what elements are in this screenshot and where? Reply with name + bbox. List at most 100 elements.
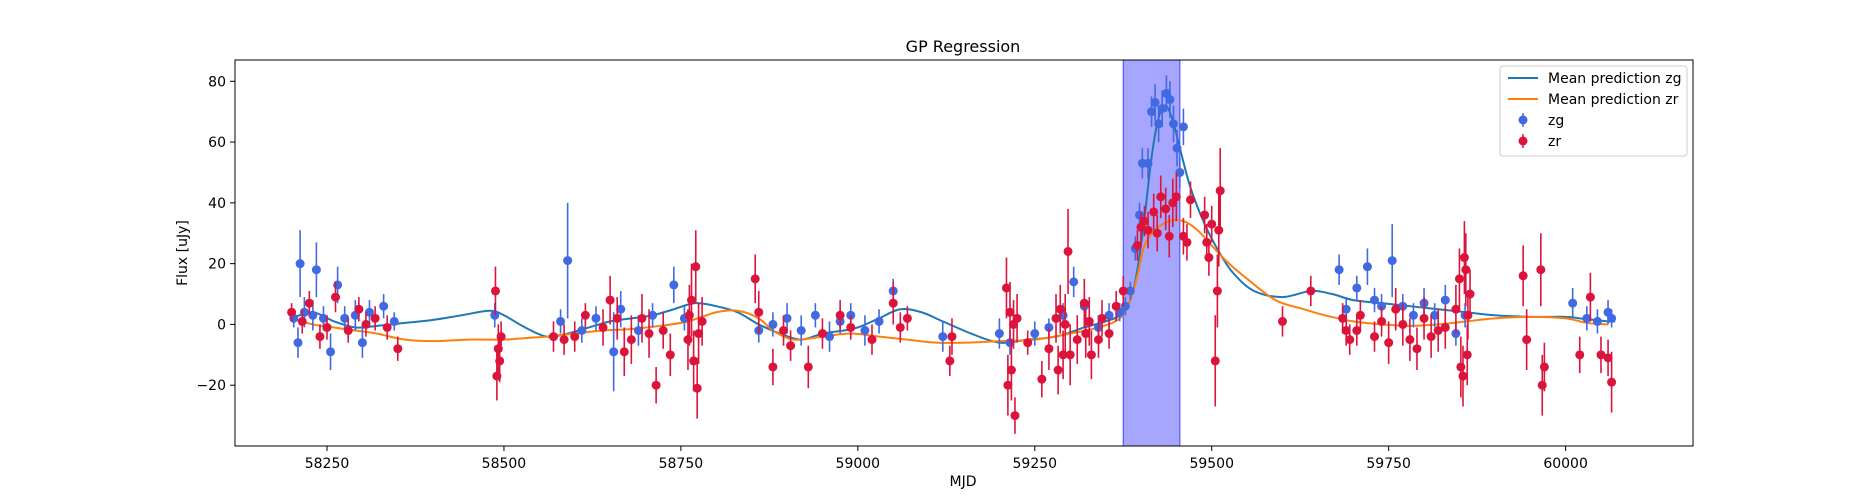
zg-point [994, 318, 1004, 349]
zr-marker [1156, 192, 1166, 202]
zr-point [1010, 397, 1020, 434]
zg-point [825, 321, 835, 352]
zg-point [1030, 321, 1040, 346]
zr-marker [1522, 335, 1532, 345]
zg-marker [1352, 283, 1362, 293]
zg-marker [1165, 95, 1175, 105]
zr-marker [1152, 228, 1162, 238]
y-tick-label: 0 [217, 317, 226, 333]
zr-point [665, 333, 675, 377]
zr-marker [1204, 253, 1214, 263]
zg-marker [379, 301, 389, 311]
zg-point [1069, 266, 1079, 298]
zr-marker [1345, 335, 1355, 345]
zr-point [689, 330, 699, 392]
zr-point [361, 312, 371, 337]
zg-point [1143, 148, 1153, 179]
zr-marker [605, 295, 615, 305]
zr-marker [1458, 371, 1468, 381]
zr-point [803, 345, 813, 389]
legend: Mean prediction zg Mean prediction zr zg… [1499, 65, 1688, 157]
y-axis-label: Flux [uJy] [175, 220, 191, 286]
zr-marker [570, 332, 580, 342]
legend-zg-marker [1518, 113, 1528, 127]
zr-point [1575, 336, 1585, 374]
zg-marker [1172, 143, 1182, 153]
zr-marker [888, 298, 898, 308]
zr-point [754, 290, 764, 334]
zr-point [619, 327, 629, 377]
zr-marker [1161, 204, 1171, 214]
zg-marker [1175, 167, 1185, 177]
zr-point [651, 366, 661, 404]
zr-point [393, 336, 403, 361]
zr-marker [1053, 365, 1063, 375]
zr-marker [297, 316, 307, 326]
zr-point [1093, 321, 1103, 358]
x-tick-label: 60000 [1543, 456, 1588, 472]
zr-marker [768, 362, 778, 372]
zr-marker [1585, 292, 1595, 302]
zr-marker [1171, 192, 1181, 202]
zr-point [1596, 336, 1606, 374]
zr-marker [559, 335, 569, 345]
zr-marker [1081, 329, 1091, 339]
zr-point [1391, 287, 1401, 331]
zr-marker [683, 335, 693, 345]
zr-marker [750, 274, 760, 284]
zr-marker [370, 313, 380, 323]
zr-point [1097, 300, 1107, 337]
zr-point [331, 281, 341, 313]
zr-marker [947, 332, 957, 342]
zg-marker [308, 310, 318, 320]
zr-point [1164, 215, 1174, 258]
zg-point [1178, 108, 1188, 146]
zr-marker [1097, 313, 1107, 323]
zg-point [1370, 287, 1380, 313]
zr-marker [1456, 362, 1466, 372]
zr-point [687, 263, 697, 337]
zr-point [1465, 269, 1475, 319]
zr-point [1419, 297, 1429, 340]
zr-point [786, 330, 796, 361]
zr-marker [1603, 353, 1613, 363]
zr-point [1132, 230, 1142, 261]
zg-point [1157, 90, 1167, 127]
x-tick-label: 58500 [482, 456, 527, 472]
zr-point [1585, 272, 1595, 322]
zr-marker [1607, 377, 1617, 387]
zr-marker [1355, 310, 1365, 320]
chart-title: GP Regression [906, 37, 1021, 56]
zr-marker [1065, 350, 1075, 360]
zr-point [658, 312, 668, 349]
zg-point [1165, 81, 1175, 118]
zr-marker [1462, 350, 1472, 360]
zr-point [1001, 257, 1011, 319]
zr-point [1044, 327, 1054, 371]
zr-point [1345, 324, 1355, 355]
zg-marker [1568, 298, 1578, 308]
zr-point [691, 230, 701, 304]
zg-marker [340, 313, 350, 323]
x-tick-label: 59750 [1366, 456, 1411, 472]
zr-point [1355, 300, 1365, 331]
zr-point [1215, 148, 1225, 234]
zg-marker [1157, 104, 1167, 114]
zr-marker [1005, 307, 1015, 317]
zg-point [810, 303, 820, 328]
zr-point [1440, 306, 1450, 349]
x-tick-label: 59250 [1013, 456, 1058, 472]
x-tick-label: 58750 [659, 456, 704, 472]
zg-marker [938, 332, 948, 342]
zg-point [1150, 84, 1160, 121]
zg-marker [1362, 262, 1372, 272]
zr-point [1060, 294, 1070, 355]
zr-marker [1063, 246, 1073, 256]
zg-point [796, 315, 806, 346]
zr-point [1079, 278, 1089, 328]
zg-point [1125, 281, 1135, 301]
zr-marker [393, 344, 403, 354]
zr-marker [1055, 304, 1065, 314]
zg-point [1430, 303, 1440, 328]
